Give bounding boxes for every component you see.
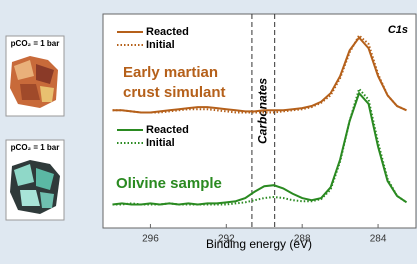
x-tick-label: 284 — [370, 234, 387, 245]
x-tick-label: 288 — [294, 234, 311, 245]
annotation: crust simulant — [123, 84, 226, 101]
x-tick-label: 292 — [218, 234, 235, 245]
inset-label: pCO₂ = 1 bar — [11, 143, 60, 152]
inset-label: pCO₂ = 1 bar — [11, 39, 60, 48]
annotation: Early martian — [123, 64, 218, 81]
chart: pCO₂ = 1 bar pCO₂ = 1 bar C1s Binding en… — [0, 0, 417, 264]
rock — [40, 192, 54, 208]
x-tick-label: 296 — [142, 234, 159, 245]
chart-title: C1s — [388, 24, 408, 36]
page: pCO₂ = 1 bar pCO₂ = 1 bar C1s Binding en… — [0, 0, 417, 264]
legend-label: Reacted — [146, 124, 189, 136]
rock — [40, 86, 54, 102]
legend-label: Initial — [146, 39, 175, 51]
legend-label: Initial — [146, 137, 175, 149]
legend-label: Reacted — [146, 26, 189, 38]
annotation: Olivine sample — [116, 175, 222, 192]
